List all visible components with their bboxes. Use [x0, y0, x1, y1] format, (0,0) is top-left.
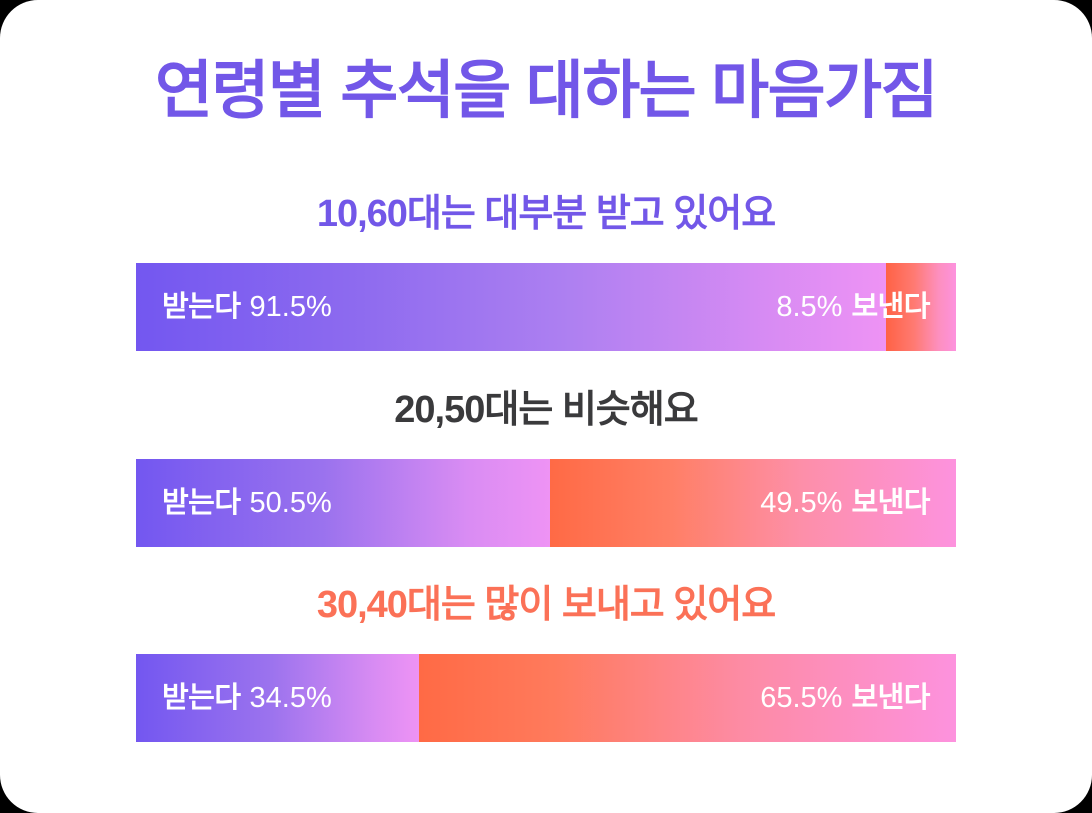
- bar-segment-receive-2[interactable]: 받는다 50.5%: [136, 459, 551, 547]
- bar-left-value-3: 34.5%: [249, 681, 332, 714]
- bar-left-value-2: 50.5%: [249, 486, 332, 519]
- page-title: 연령별 추석을 대하는 마음가짐: [155, 56, 939, 126]
- bar-label-right-2: 49.5% 보낸다: [760, 486, 930, 519]
- bar-segment-send-1[interactable]: 8.5% 보낸다: [776, 263, 956, 351]
- stacked-bar-1: 받는다 91.5% 8.5% 보낸다: [136, 263, 956, 351]
- chart-section-3: 30,40대는 많이 보내고 있어요 받는다 34.5% 65.5% 보낸다: [0, 583, 1092, 742]
- bar-left-name-2: 받는다: [162, 486, 241, 519]
- bar-left-name-1: 받는다: [162, 290, 241, 323]
- section-subtitle-1: 10,60대는 대부분 받고 있어요: [316, 193, 776, 235]
- bar-label-right-1: 8.5% 보낸다: [776, 290, 930, 323]
- bar-right-name-3: 보낸다: [851, 681, 930, 714]
- bar-segment-send-2[interactable]: 49.5% 보낸다: [550, 459, 956, 547]
- stacked-bar-2: 받는다 50.5% 49.5% 보낸다: [136, 459, 956, 547]
- bar-label-left-3: 받는다 34.5%: [162, 681, 332, 714]
- bar-left-value-1: 91.5%: [249, 290, 332, 323]
- bar-right-name-2: 보낸다: [851, 486, 930, 519]
- section-subtitle-3: 30,40대는 많이 보내고 있어요: [316, 584, 776, 626]
- bar-segment-send-3[interactable]: 65.5% 보낸다: [418, 654, 956, 742]
- bar-right-value-1: 8.5%: [776, 290, 843, 323]
- bar-right-value-3: 65.5%: [760, 681, 843, 714]
- chart-section-1: 10,60대는 대부분 받고 있어요 받는다 91.5% 8.5% 보낸다: [0, 192, 1092, 351]
- chart-section-2: 20,50대는 비슷해요 받는다 50.5% 49.5% 보낸다: [0, 388, 1092, 547]
- bar-right-name-1: 보낸다: [851, 290, 930, 323]
- bar-left-name-3: 받는다: [162, 681, 241, 714]
- bar-segment-receive-1[interactable]: 받는다 91.5%: [136, 263, 887, 351]
- bar-label-left-1: 받는다 91.5%: [162, 290, 332, 323]
- section-subtitle-2: 20,50대는 비슷해요: [394, 389, 698, 431]
- bar-right-value-2: 49.5%: [760, 486, 843, 519]
- stacked-bar-3: 받는다 34.5% 65.5% 보낸다: [136, 654, 956, 742]
- bar-segment-receive-3[interactable]: 받는다 34.5%: [136, 654, 419, 742]
- bar-label-left-2: 받는다 50.5%: [162, 486, 332, 519]
- bar-label-right-3: 65.5% 보낸다: [760, 681, 930, 714]
